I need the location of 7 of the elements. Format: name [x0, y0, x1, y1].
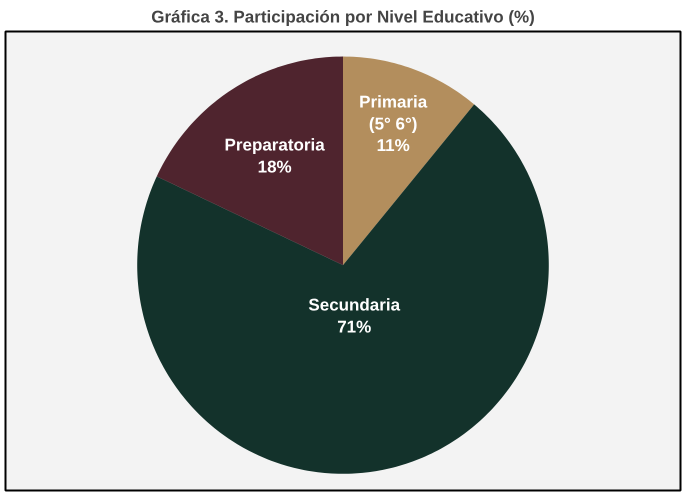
chart-title: Gráfica 3. Participación por Nivel Educativo (%): [151, 8, 535, 26]
slice-label: Secundaria: [308, 296, 401, 315]
slice-label: Preparatoria: [224, 136, 326, 155]
data-label: 18%: [258, 157, 292, 176]
data-label: 11%: [376, 136, 410, 156]
data-label: 71%: [337, 318, 372, 336]
slice-label: Primaria (5° 6°): [359, 92, 428, 134]
